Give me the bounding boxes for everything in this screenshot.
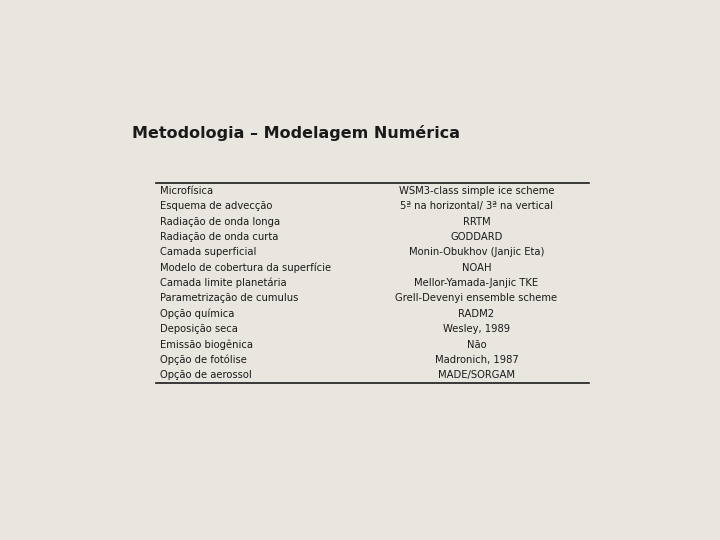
Text: Radiação de onda curta: Radiação de onda curta (161, 232, 279, 242)
Text: Opção química: Opção química (161, 308, 235, 319)
Text: Camada superficial: Camada superficial (161, 247, 257, 258)
Text: Monin-Obukhov (Janjic Eta): Monin-Obukhov (Janjic Eta) (409, 247, 544, 258)
Text: Radiação de onda longa: Radiação de onda longa (161, 217, 280, 227)
Text: Mellor-Yamada-Janjic TKE: Mellor-Yamada-Janjic TKE (414, 278, 539, 288)
Text: Opção de aerossol: Opção de aerossol (161, 370, 252, 380)
Text: RADM2: RADM2 (459, 309, 495, 319)
Text: Madronich, 1987: Madronich, 1987 (435, 355, 518, 365)
Text: Camada limite planetária: Camada limite planetária (161, 278, 287, 288)
Text: Opção de fotólise: Opção de fotólise (161, 355, 247, 365)
Text: Modelo de cobertura da superfície: Modelo de cobertura da superfície (161, 262, 331, 273)
Text: Metodologia – Modelagem Numérica: Metodologia – Modelagem Numérica (132, 125, 460, 141)
Text: Wesley, 1989: Wesley, 1989 (443, 324, 510, 334)
Text: Esquema de advecção: Esquema de advecção (161, 201, 273, 211)
Text: Emissão biogênica: Emissão biogênica (161, 339, 253, 350)
Text: Não: Não (467, 340, 486, 349)
Text: Grell-Devenyi ensemble scheme: Grell-Devenyi ensemble scheme (395, 293, 557, 303)
Text: RRTM: RRTM (463, 217, 490, 227)
Text: GODDARD: GODDARD (450, 232, 503, 242)
Text: 5ª na horizontal/ 3ª na vertical: 5ª na horizontal/ 3ª na vertical (400, 201, 553, 211)
Text: MADE/SORGAM: MADE/SORGAM (438, 370, 515, 380)
Text: Deposição seca: Deposição seca (161, 324, 238, 334)
Text: NOAH: NOAH (462, 263, 491, 273)
Text: Parametrização de cumulus: Parametrização de cumulus (161, 293, 299, 303)
Text: Microfísica: Microfísica (161, 186, 213, 196)
Text: WSM3-class simple ice scheme: WSM3-class simple ice scheme (399, 186, 554, 196)
